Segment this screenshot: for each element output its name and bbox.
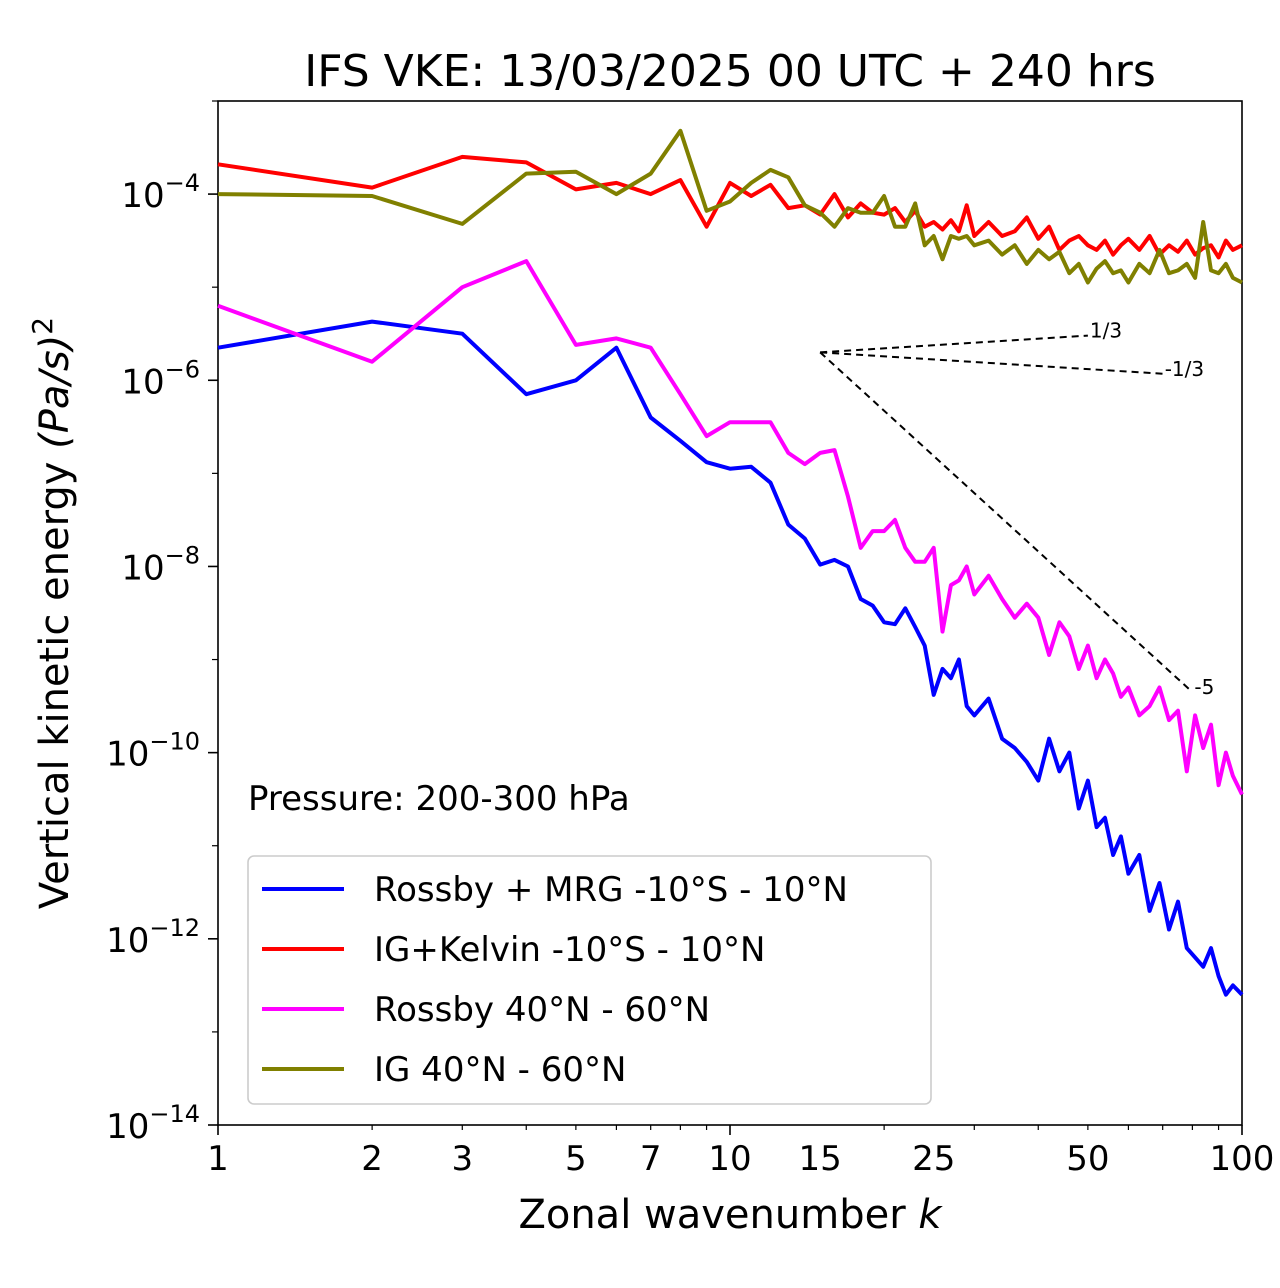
reference-slope-line-1 (820, 334, 1088, 354)
series-line-1 (217, 319, 1244, 997)
legend-label: IG 40°N - 60°N (374, 1050, 626, 1090)
x-tick-label: 50 (1066, 1139, 1109, 1179)
y-tick-label: 10−8 (121, 541, 200, 588)
reference-slopes: 1/3 -1/3 -5 (819, 319, 1214, 699)
x-tick-label: 2 (361, 1139, 383, 1179)
series-line-2 (217, 154, 1243, 260)
x-tick-label: 3 (451, 1139, 473, 1179)
reference-slope-label: -1/3 (1165, 357, 1204, 381)
y-tick-label: 10−12 (106, 914, 200, 961)
x-tick-label: 100 (1210, 1139, 1275, 1179)
y-axis-ticks: 10−14 10−12 10−10 10−8 10−6 10−4 (106, 100, 218, 1147)
series-line-3 (217, 259, 1244, 796)
legend-label: Rossby 40°N - 60°N (374, 990, 710, 1030)
reference-slope-label: 1/3 (1090, 319, 1122, 343)
legend-label: IG+Kelvin -10°S - 10°N (374, 930, 765, 970)
y-tick-label: 10−4 (121, 169, 200, 216)
x-tick-label: 25 (912, 1139, 955, 1179)
reference-slope-label: -5 (1194, 675, 1214, 699)
reference-slope-line-2 (820, 351, 1163, 375)
x-tick-label: 5 (565, 1139, 587, 1179)
series-layer (217, 128, 1244, 997)
x-tick-label: 7 (640, 1139, 662, 1179)
y-tick-label: 10−6 (121, 355, 200, 402)
pressure-annotation: Pressure: 200-300 hPa (248, 779, 630, 819)
y-axis-label: Vertical kinetic energy (Pa/s)2 (26, 317, 78, 909)
x-tick-label: 1 (207, 1139, 229, 1179)
chart-title: IFS VKE: 13/03/2025 00 UTC + 240 hrs (304, 46, 1156, 97)
y-tick-label: 10−10 (106, 728, 200, 775)
x-tick-label: 15 (799, 1139, 842, 1179)
x-axis-label: Zonal wavenumber k (518, 1192, 943, 1238)
y-tick-label: 10−14 (106, 1100, 200, 1147)
x-axis-ticks: 1 2 3 5 7 10 15 25 50 100 (207, 1125, 1274, 1179)
series-line-4 (217, 128, 1243, 285)
x-tick-label: 10 (708, 1139, 751, 1179)
legend-box (247, 855, 932, 1105)
legend: Rossby + MRG -10°S - 10°N IG+Kelvin -10°S… (247, 855, 932, 1105)
legend-label: Rossby + MRG -10°S - 10°N (374, 870, 848, 910)
